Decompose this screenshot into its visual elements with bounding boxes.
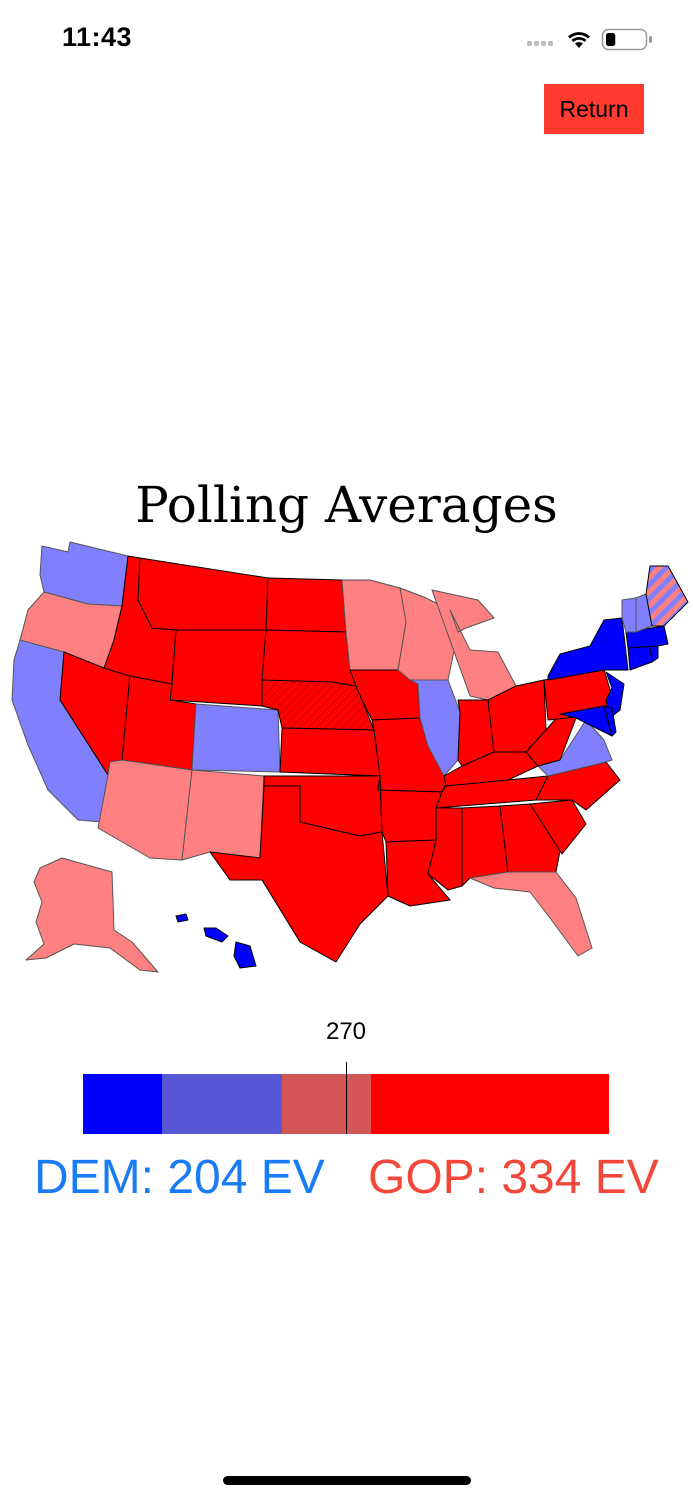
state-de xyxy=(603,705,617,737)
state-nm xyxy=(181,769,265,861)
return-button[interactable]: Return xyxy=(544,84,644,134)
wifi-icon xyxy=(568,32,590,48)
state-me xyxy=(645,565,689,627)
state-hi-islands-2 xyxy=(203,927,229,943)
state-az xyxy=(97,759,193,861)
electoral-vote-bar xyxy=(83,1074,609,1134)
state-co xyxy=(191,703,281,773)
threshold-label: 270 xyxy=(325,1018,367,1045)
state-mi xyxy=(431,589,517,701)
state-va xyxy=(537,719,613,777)
state-hi xyxy=(233,941,257,969)
dem-electoral-total: DEM: 204 EV xyxy=(34,1151,325,1204)
state-wy xyxy=(169,629,267,707)
bar-segment-safe-gop xyxy=(371,1074,609,1134)
home-indicator xyxy=(223,1476,471,1485)
cellular-signal-icon xyxy=(527,41,553,46)
state-ks xyxy=(279,727,381,777)
state-tx xyxy=(209,785,389,963)
gop-electoral-total: GOP: 334 EV xyxy=(368,1151,659,1204)
bar-segment-lean-gop xyxy=(282,1074,372,1134)
state-vt xyxy=(621,597,637,633)
status-time: 11:43 xyxy=(62,22,133,52)
page-title: Polling Averages xyxy=(135,476,558,534)
status-icons xyxy=(527,28,652,51)
state-ak xyxy=(25,857,159,973)
bar-segment-lean-dem xyxy=(162,1074,283,1134)
state-md xyxy=(559,705,613,737)
state-nd xyxy=(265,577,347,633)
state-mt xyxy=(137,557,269,631)
threshold-line xyxy=(346,1062,347,1134)
status-bar: 11:43 xyxy=(0,0,693,80)
battery-icon xyxy=(601,28,652,51)
state-sc xyxy=(529,799,587,855)
state-ga xyxy=(499,803,563,873)
state-ct xyxy=(627,645,653,671)
bar-segment-safe-dem xyxy=(83,1074,163,1134)
state-fl xyxy=(469,871,593,957)
state-ri xyxy=(649,645,659,663)
us-electoral-map xyxy=(11,541,689,973)
state-hi-islands xyxy=(175,913,189,923)
state-ny xyxy=(547,617,629,681)
